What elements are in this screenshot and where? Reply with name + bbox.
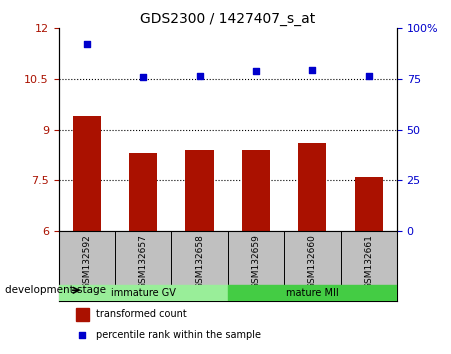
Text: GSM132660: GSM132660 bbox=[308, 235, 317, 290]
Bar bbox=[228, 285, 397, 301]
Bar bbox=[185, 150, 214, 231]
Bar bbox=[76, 308, 89, 321]
Point bbox=[79, 332, 86, 338]
Text: mature MII: mature MII bbox=[286, 288, 339, 298]
Text: immature GV: immature GV bbox=[111, 288, 175, 298]
Point bbox=[308, 67, 316, 73]
Bar bbox=[298, 143, 327, 231]
Bar bbox=[59, 285, 228, 301]
Text: transformed count: transformed count bbox=[96, 309, 187, 319]
Point bbox=[140, 74, 147, 80]
Bar bbox=[242, 150, 270, 231]
Bar bbox=[73, 116, 101, 231]
Text: GSM132592: GSM132592 bbox=[83, 235, 91, 289]
Point bbox=[83, 41, 90, 46]
Title: GDS2300 / 1427407_s_at: GDS2300 / 1427407_s_at bbox=[140, 12, 315, 26]
Text: percentile rank within the sample: percentile rank within the sample bbox=[96, 330, 261, 340]
Text: development stage: development stage bbox=[5, 285, 106, 295]
Text: GSM132657: GSM132657 bbox=[139, 235, 147, 290]
Text: GSM132661: GSM132661 bbox=[364, 235, 373, 290]
Text: GSM132659: GSM132659 bbox=[252, 235, 260, 290]
Point bbox=[365, 73, 373, 79]
Bar bbox=[129, 153, 157, 231]
Point bbox=[253, 68, 260, 73]
Bar bbox=[354, 177, 383, 231]
Point bbox=[196, 73, 203, 79]
Text: GSM132658: GSM132658 bbox=[195, 235, 204, 290]
